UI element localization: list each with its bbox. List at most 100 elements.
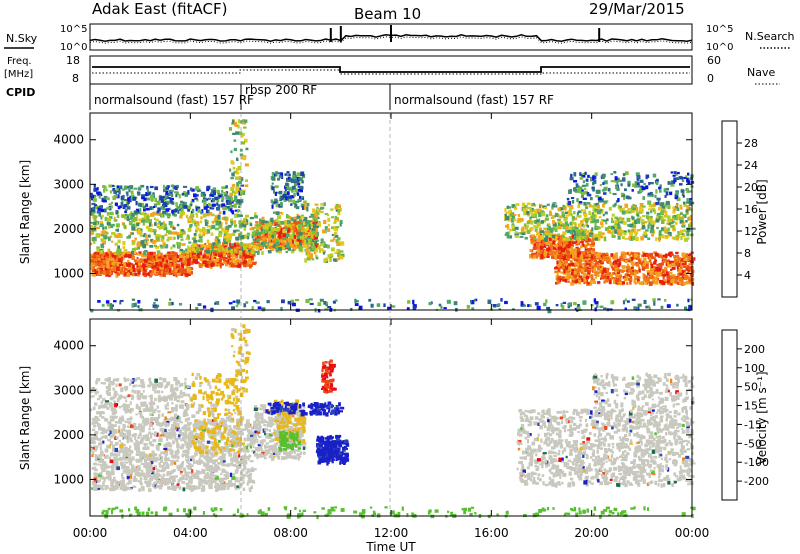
- data-cell: [125, 269, 129, 274]
- data-cell: [234, 176, 239, 180]
- data-cell: [596, 226, 601, 230]
- data-cell: [212, 251, 216, 254]
- data-cell: [616, 277, 620, 283]
- data-cell: [617, 224, 621, 229]
- data-cell: [562, 262, 566, 265]
- data-cell: [530, 227, 534, 231]
- data-cell: [304, 229, 308, 234]
- data-cell: [636, 214, 640, 217]
- data-cell: [132, 264, 135, 268]
- data-cell: [662, 273, 667, 277]
- data-cell: [120, 299, 124, 302]
- data-cell: [526, 229, 531, 234]
- data-cell: [256, 228, 259, 232]
- data-cell: [536, 222, 541, 227]
- data-cell: [266, 242, 270, 246]
- data-cell: [195, 205, 198, 209]
- data-cell: [205, 198, 209, 201]
- data-cell: [619, 205, 622, 209]
- data-cell: [295, 228, 298, 233]
- data-cell: [336, 237, 341, 241]
- data-cell: [578, 261, 581, 264]
- data-cell: [662, 254, 667, 257]
- data-cell: [581, 233, 586, 236]
- data-cell: [564, 218, 567, 223]
- data-cell: [242, 224, 247, 228]
- data-cell: [296, 225, 300, 228]
- data-cell: [570, 205, 574, 209]
- data-cell: [561, 276, 565, 280]
- data-cell: [565, 229, 570, 233]
- data-cell: [676, 207, 680, 212]
- data-cell: [545, 235, 549, 239]
- data-cell: [142, 266, 146, 270]
- data-cell: [613, 264, 618, 268]
- data-cell: [620, 218, 624, 221]
- data-cell: [585, 234, 590, 239]
- data-cell: [653, 265, 656, 270]
- data-cell: [318, 208, 321, 212]
- data-cell: [594, 270, 598, 276]
- data-cell: [104, 226, 108, 230]
- data-cell: [657, 298, 661, 301]
- data-cell: [233, 463, 237, 467]
- data-cell: [643, 274, 646, 278]
- data-cell: [195, 229, 198, 233]
- data-cell: [651, 234, 655, 237]
- data-cell: [583, 272, 587, 275]
- data-cell: [562, 237, 566, 241]
- data-cell: [579, 172, 582, 176]
- data-cell: [641, 187, 646, 191]
- data-cell: [593, 268, 597, 273]
- data-cell: [292, 221, 297, 226]
- data-cell: [270, 223, 275, 226]
- data-cell: [543, 207, 548, 210]
- data-cell: [230, 187, 235, 191]
- data-cell: [655, 180, 659, 185]
- data-cell: [162, 221, 165, 225]
- data-cell: [112, 196, 116, 200]
- data-cell: [602, 273, 607, 276]
- data-cell: [556, 260, 559, 265]
- data-cell: [275, 248, 279, 253]
- data-cell: [162, 210, 167, 214]
- data-cell: [618, 216, 622, 220]
- data-cell: [237, 124, 240, 129]
- data-cell: [627, 260, 631, 263]
- data-cell: [536, 208, 541, 213]
- data-cell: [670, 268, 673, 271]
- data-cell: [203, 193, 207, 197]
- station-title: Adak East (fitACF): [92, 0, 227, 18]
- data-cell: [667, 215, 671, 220]
- data-cell: [639, 206, 643, 210]
- data-cell: [235, 304, 239, 308]
- data-cell: [672, 220, 675, 223]
- data-cell: [204, 221, 208, 226]
- data-cell: [670, 218, 674, 223]
- data-cell: [598, 199, 603, 203]
- data-cell: [272, 238, 275, 241]
- data-cell: [256, 225, 261, 230]
- data-cell: [684, 276, 688, 280]
- data-cell: [547, 223, 551, 226]
- data-cell: [230, 150, 233, 154]
- data-cell: [231, 257, 235, 262]
- data-cell: [160, 206, 163, 210]
- data-cell: [603, 200, 608, 204]
- data-cell: [549, 228, 554, 233]
- data-cell: [277, 177, 281, 181]
- data-cell: [280, 175, 284, 179]
- data-cell: [606, 252, 609, 256]
- data-cell: [231, 190, 235, 194]
- data-cell: [97, 191, 101, 196]
- data-cell: [200, 481, 203, 486]
- data-cell: [619, 232, 623, 236]
- data-cell: [240, 190, 244, 195]
- data-cell: [117, 251, 122, 255]
- data-cell: [601, 223, 604, 228]
- data-cell: [614, 216, 618, 220]
- data-cell: [535, 255, 539, 259]
- data-cell: [533, 209, 538, 212]
- data-cell: [207, 229, 211, 234]
- data-cell: [601, 175, 604, 178]
